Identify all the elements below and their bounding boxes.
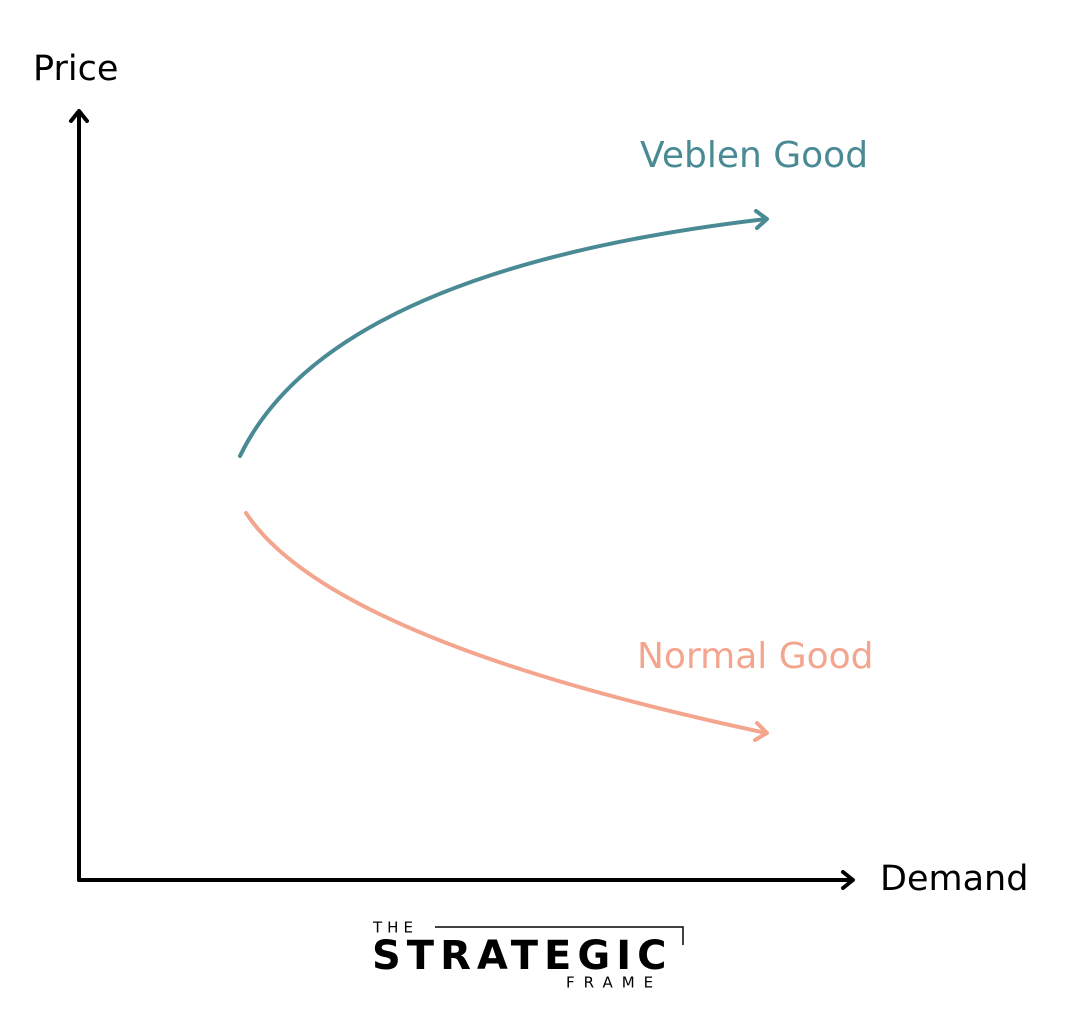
- logo: THE STRATEGIC FRAME: [372, 919, 684, 992]
- logo-line: [435, 926, 684, 945]
- y-axis-label: Price: [33, 49, 118, 89]
- logo-main: STRATEGIC: [372, 933, 672, 979]
- normal-curve: [244, 511, 768, 735]
- logo-top: THE: [372, 919, 418, 937]
- x-axis-arrow: [841, 870, 855, 890]
- logo-bottom: FRAME: [566, 974, 662, 992]
- y-axis-arrow: [69, 109, 89, 123]
- x-axis-label: Demand: [880, 859, 1028, 899]
- veblen-curve: [238, 217, 768, 458]
- veblen-arrow: [754, 209, 769, 230]
- normal-label: Normal Good: [637, 636, 874, 677]
- veblen-label: Veblen Good: [640, 135, 868, 176]
- normal-arrow: [753, 721, 769, 742]
